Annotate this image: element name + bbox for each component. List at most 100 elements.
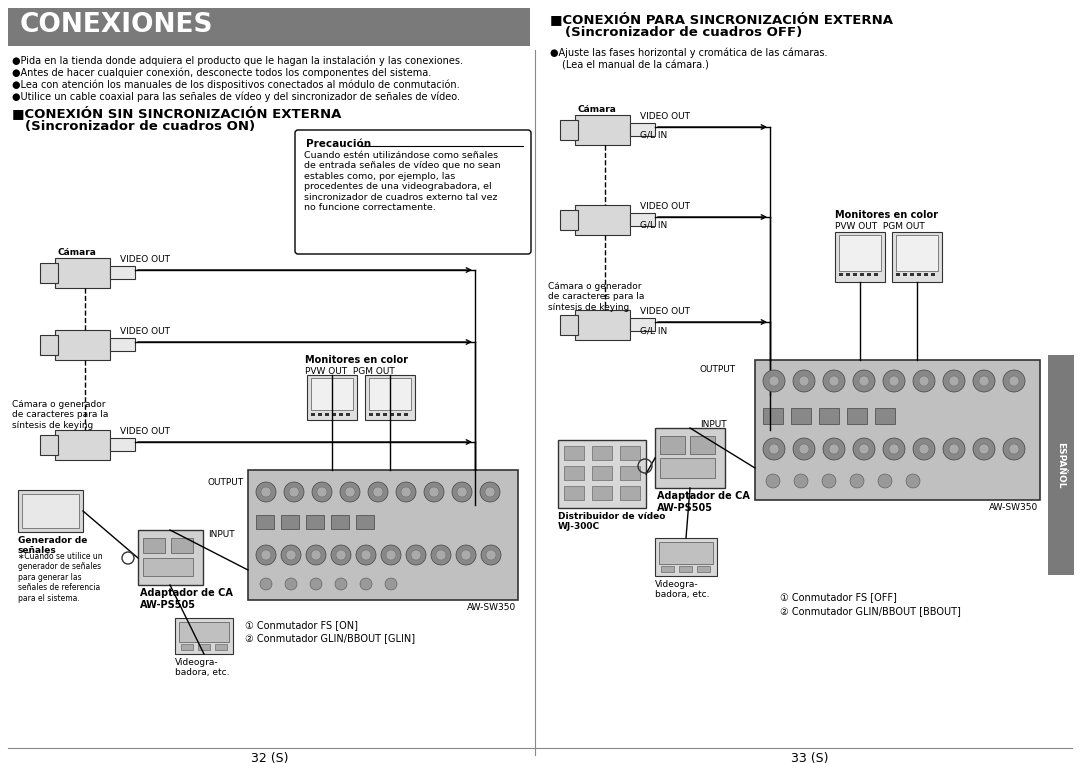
Text: Monitores en color: Monitores en color <box>835 210 939 220</box>
Text: ●Utilice un cable coaxial para las señales de vídeo y del sincronizador de señal: ●Utilice un cable coaxial para las señal… <box>12 92 460 102</box>
Circle shape <box>289 487 299 497</box>
Circle shape <box>762 370 785 392</box>
Text: Cámara: Cámara <box>58 248 97 257</box>
Circle shape <box>312 482 332 502</box>
Bar <box>630 123 654 136</box>
Circle shape <box>480 482 500 502</box>
Circle shape <box>286 550 296 560</box>
Bar <box>369 413 373 416</box>
Bar <box>256 515 274 529</box>
Text: Cámara: Cámara <box>578 105 617 114</box>
Text: ESPAÑOL: ESPAÑOL <box>1056 442 1066 488</box>
Bar <box>755 360 1040 500</box>
Bar <box>564 446 584 460</box>
Text: ●Ajuste las fases horizontal y cromática de las cámaras.: ●Ajuste las fases horizontal y cromática… <box>550 48 827 59</box>
Circle shape <box>340 482 360 502</box>
Bar <box>875 408 895 424</box>
Text: OUTPUT: OUTPUT <box>700 365 737 374</box>
Bar <box>40 263 58 283</box>
Circle shape <box>859 444 869 454</box>
Bar <box>332 413 336 416</box>
Bar <box>620 466 640 480</box>
Text: ② Conmutador GLIN/BBOUT [BBOUT]: ② Conmutador GLIN/BBOUT [BBOUT] <box>780 606 961 616</box>
Circle shape <box>919 376 929 386</box>
Circle shape <box>260 578 272 590</box>
Circle shape <box>330 545 351 565</box>
Text: ●Pida en la tienda donde adquiera el producto que le hagan la instalación y las : ●Pida en la tienda donde adquiera el pro… <box>12 56 463 66</box>
Circle shape <box>943 438 966 460</box>
Bar <box>917 273 921 276</box>
Circle shape <box>424 482 444 502</box>
Text: (Sincronizador de cuadros ON): (Sincronizador de cuadros ON) <box>25 120 255 133</box>
Circle shape <box>256 482 276 502</box>
Circle shape <box>769 444 779 454</box>
Circle shape <box>799 444 809 454</box>
Bar <box>620 446 640 460</box>
Bar <box>306 515 324 529</box>
Circle shape <box>766 474 780 488</box>
Bar <box>846 273 850 276</box>
Bar <box>138 530 203 585</box>
Circle shape <box>794 474 808 488</box>
Bar <box>55 258 110 288</box>
Circle shape <box>978 376 989 386</box>
Bar <box>575 310 630 340</box>
Text: (Lea el manual de la cámara.): (Lea el manual de la cámara.) <box>562 60 708 70</box>
Circle shape <box>406 545 426 565</box>
Bar <box>592 466 612 480</box>
Bar <box>18 490 83 532</box>
Circle shape <box>853 370 875 392</box>
Bar <box>561 210 578 230</box>
Bar <box>558 440 646 508</box>
Circle shape <box>883 438 905 460</box>
Circle shape <box>335 578 347 590</box>
Bar <box>839 235 881 271</box>
Text: PVW OUT  PGM OUT: PVW OUT PGM OUT <box>305 367 395 376</box>
Circle shape <box>486 550 496 560</box>
Bar <box>346 413 350 416</box>
Bar <box>592 446 612 460</box>
Text: 32 (S): 32 (S) <box>252 752 288 763</box>
Circle shape <box>311 550 321 560</box>
Text: CONEXIONES: CONEXIONES <box>21 12 214 38</box>
Text: 33 (S): 33 (S) <box>792 752 828 763</box>
Bar <box>839 273 843 276</box>
Bar <box>660 458 715 478</box>
Text: OUTPUT: OUTPUT <box>208 478 244 487</box>
Bar <box>575 115 630 145</box>
Circle shape <box>823 370 845 392</box>
Bar <box>325 413 329 416</box>
Circle shape <box>284 482 303 502</box>
Circle shape <box>429 487 438 497</box>
Circle shape <box>356 545 376 565</box>
Circle shape <box>396 482 416 502</box>
Text: ■CONEXIÓN PARA SINCRONIZACIÓN EXTERNA: ■CONEXIÓN PARA SINCRONIZACIÓN EXTERNA <box>550 12 893 26</box>
Bar <box>697 566 710 572</box>
Text: PVW OUT  PGM OUT: PVW OUT PGM OUT <box>835 222 924 231</box>
Circle shape <box>401 487 411 497</box>
Bar <box>181 644 193 650</box>
Text: ② Conmutador GLIN/BBOUT [GLIN]: ② Conmutador GLIN/BBOUT [GLIN] <box>245 633 415 643</box>
Bar <box>853 273 858 276</box>
Bar <box>659 542 713 564</box>
Bar <box>654 538 717 576</box>
Circle shape <box>360 578 372 590</box>
Circle shape <box>799 376 809 386</box>
Text: VIDEO OUT: VIDEO OUT <box>640 112 690 121</box>
Bar <box>874 273 878 276</box>
Circle shape <box>386 550 396 560</box>
Circle shape <box>762 438 785 460</box>
Circle shape <box>793 370 815 392</box>
Circle shape <box>823 438 845 460</box>
Bar <box>896 273 900 276</box>
Bar <box>397 413 401 416</box>
Circle shape <box>361 550 372 560</box>
Bar <box>330 515 349 529</box>
Text: ∗Cuando se utilice un
generador de señales
para generar las
señales de referenci: ∗Cuando se utilice un generador de señal… <box>18 552 103 603</box>
Text: AW-SW350: AW-SW350 <box>467 603 516 612</box>
Circle shape <box>261 550 271 560</box>
Circle shape <box>829 444 839 454</box>
Bar <box>564 466 584 480</box>
Circle shape <box>457 487 467 497</box>
Circle shape <box>373 487 383 497</box>
